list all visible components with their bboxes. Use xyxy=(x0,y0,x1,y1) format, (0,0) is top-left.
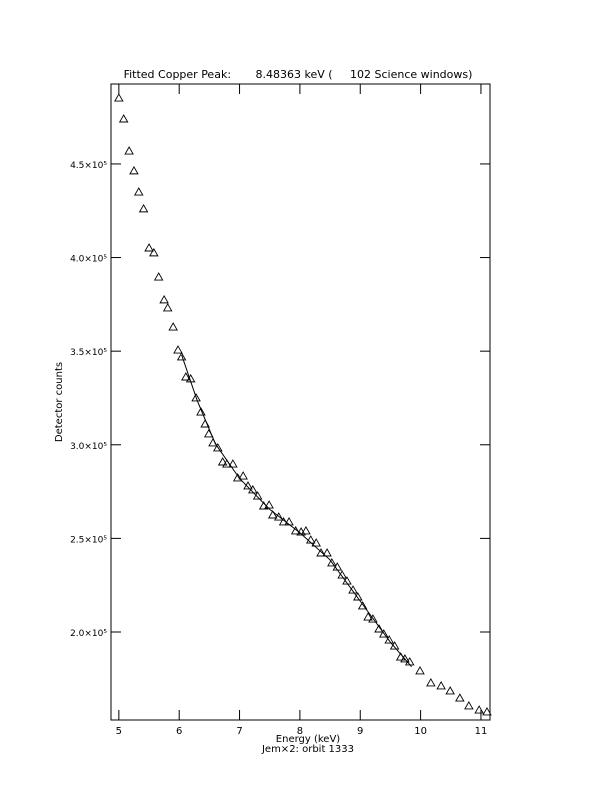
x-tick-label: 7 xyxy=(236,726,242,737)
point xyxy=(415,666,425,675)
point xyxy=(327,558,337,567)
point xyxy=(181,372,191,381)
point xyxy=(267,510,278,519)
point xyxy=(337,570,347,579)
point xyxy=(144,243,154,252)
point xyxy=(316,548,326,557)
point xyxy=(129,165,139,175)
x-axis-label: Energy (keV) xyxy=(276,734,341,745)
point xyxy=(290,525,301,535)
point xyxy=(228,459,238,468)
point xyxy=(322,548,332,557)
point xyxy=(168,322,178,331)
point xyxy=(436,681,446,690)
point xyxy=(455,693,465,702)
x-tick-label: 5 xyxy=(116,726,122,737)
point xyxy=(445,686,455,695)
x-tick-label: 10 xyxy=(414,726,427,737)
point xyxy=(196,407,206,416)
point xyxy=(162,303,173,312)
point xyxy=(353,592,363,601)
point xyxy=(238,471,248,480)
plot-frame xyxy=(110,83,491,721)
chart-title: Fitted Copper Peak: 8.48363 keV ( 102 Sc… xyxy=(124,68,473,81)
point xyxy=(124,146,134,155)
y-tick-label: 2.0×10⁵ xyxy=(70,629,107,639)
y-tick-label: 4.5×10⁵ xyxy=(70,161,107,171)
y-axis-label: Detector counts xyxy=(54,362,65,442)
x-tick-label: 8 xyxy=(297,726,303,737)
point xyxy=(426,678,436,687)
point xyxy=(363,612,373,621)
point xyxy=(153,272,164,281)
point xyxy=(348,585,358,594)
fit-line xyxy=(181,354,412,667)
point xyxy=(357,601,368,610)
point xyxy=(311,538,321,547)
point xyxy=(384,635,394,644)
y-tick-label: 3.5×10⁵ xyxy=(70,348,107,358)
point xyxy=(138,203,149,213)
point xyxy=(368,614,378,623)
point xyxy=(482,707,492,716)
x-tick-label: 6 xyxy=(176,726,182,737)
point xyxy=(301,525,311,535)
y-tick-label: 4.0×10⁵ xyxy=(70,255,107,265)
point xyxy=(217,457,228,466)
point xyxy=(464,701,474,710)
point xyxy=(400,654,410,663)
point xyxy=(173,345,183,354)
subtitle: Jem×2: orbit 1333 xyxy=(261,744,354,755)
x-tick-label: 11 xyxy=(475,726,488,737)
point xyxy=(176,352,187,361)
point xyxy=(133,187,144,196)
point xyxy=(374,624,384,633)
point xyxy=(379,629,389,638)
point xyxy=(213,443,223,452)
x-tick-label: 9 xyxy=(357,726,363,737)
point xyxy=(191,393,201,402)
point xyxy=(149,247,159,257)
point xyxy=(114,93,124,102)
point xyxy=(273,512,284,521)
point xyxy=(474,705,484,714)
y-tick-label: 3.0×10⁵ xyxy=(70,442,107,452)
point xyxy=(118,114,129,123)
point xyxy=(159,294,169,304)
y-tick-label: 2.5×10⁵ xyxy=(70,535,107,545)
